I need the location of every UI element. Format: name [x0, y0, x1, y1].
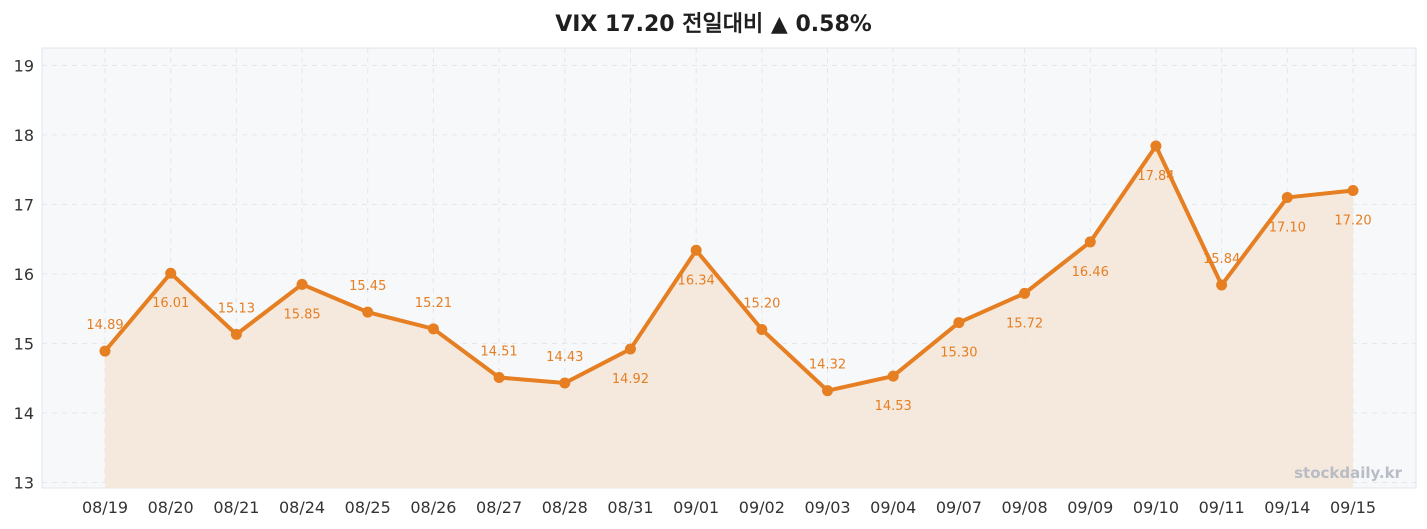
data-point — [690, 244, 702, 256]
data-point — [99, 345, 111, 357]
data-label: 17.84 — [1137, 169, 1174, 184]
x-tick-label: 09/04 — [870, 498, 916, 517]
x-tick-label: 09/14 — [1264, 498, 1310, 517]
chart-title: VIX 17.20 전일대비 ▲ 0.58% — [555, 12, 872, 37]
data-label: 15.20 — [743, 297, 780, 312]
data-label: 17.10 — [1269, 220, 1306, 235]
data-point — [493, 371, 505, 383]
area-fill — [105, 146, 1353, 489]
data-point — [559, 377, 571, 389]
y-tick-label: 18 — [14, 126, 34, 145]
data-point — [296, 278, 308, 290]
data-point — [624, 343, 636, 355]
x-tick-label: 08/27 — [476, 498, 522, 517]
x-tick-label: 09/15 — [1330, 498, 1376, 517]
data-point — [1084, 236, 1096, 248]
y-tick-label: 19 — [14, 56, 34, 75]
x-tick-label: 09/10 — [1133, 498, 1179, 517]
x-tick-label: 09/02 — [739, 498, 785, 517]
data-label: 15.72 — [1006, 316, 1043, 331]
data-point — [362, 306, 374, 318]
x-tick-label: 08/24 — [279, 498, 325, 517]
data-label: 15.13 — [218, 301, 255, 316]
data-label: 15.85 — [283, 307, 320, 322]
data-point — [1019, 287, 1031, 299]
data-label: 15.21 — [415, 296, 452, 311]
data-label: 15.84 — [1203, 252, 1240, 267]
y-tick-label: 15 — [14, 334, 34, 353]
x-tick-label: 09/07 — [936, 498, 982, 517]
data-label: 15.45 — [349, 279, 386, 294]
x-tick-label: 08/28 — [542, 498, 588, 517]
data-point — [953, 317, 965, 329]
data-point — [1150, 140, 1162, 152]
x-tick-label: 09/09 — [1067, 498, 1113, 517]
x-tick-label: 09/01 — [673, 498, 719, 517]
data-label: 17.20 — [1334, 213, 1371, 228]
x-tick-label: 08/26 — [410, 498, 456, 517]
data-point — [822, 385, 834, 397]
data-label: 14.92 — [612, 372, 649, 387]
data-point — [756, 324, 768, 336]
x-tick-label: 08/20 — [148, 498, 194, 517]
data-point — [1216, 279, 1228, 291]
y-tick-label: 17 — [14, 195, 34, 214]
data-label: 14.89 — [86, 318, 123, 333]
x-tick-label: 08/19 — [82, 498, 128, 517]
data-label: 14.53 — [875, 399, 912, 414]
data-point — [887, 370, 899, 382]
x-tick-label: 08/25 — [345, 498, 391, 517]
y-tick-label: 16 — [14, 265, 34, 284]
x-tick-label: 08/21 — [213, 498, 259, 517]
data-label: 15.30 — [940, 346, 977, 361]
data-label: 14.32 — [809, 358, 846, 373]
x-tick-label: 08/31 — [607, 498, 653, 517]
data-point — [1281, 191, 1293, 203]
data-point — [427, 323, 439, 335]
y-tick-label: 13 — [14, 473, 34, 492]
y-tick-label: 14 — [14, 404, 34, 423]
x-tick-label: 09/08 — [1002, 498, 1048, 517]
data-label: 14.51 — [480, 344, 517, 359]
series-line — [103, 144, 1355, 393]
data-point — [230, 328, 242, 340]
x-tick-label: 09/11 — [1199, 498, 1245, 517]
data-label: 16.46 — [1072, 265, 1109, 280]
watermark: stockdaily.kr — [1294, 464, 1402, 482]
data-label: 16.01 — [152, 296, 189, 311]
data-point — [165, 267, 177, 279]
data-label: 14.43 — [546, 350, 583, 365]
x-tick-label: 09/03 — [804, 498, 850, 517]
data-point — [1347, 184, 1359, 196]
data-label: 16.34 — [678, 273, 715, 288]
